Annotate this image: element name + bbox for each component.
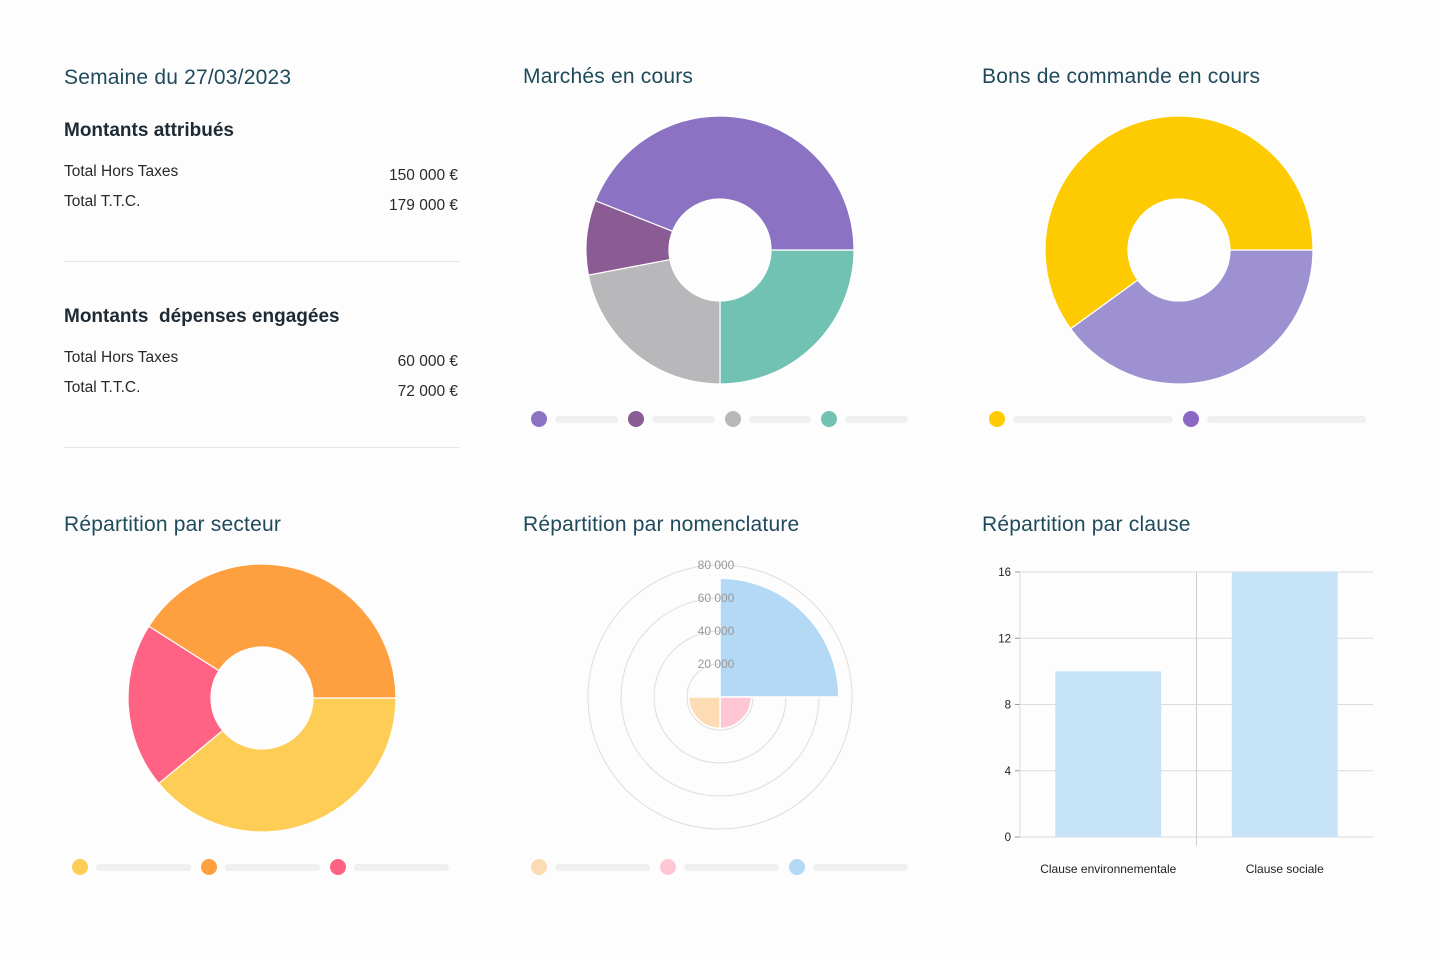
attribues-ht-label: Total Hors Taxes [64, 163, 179, 180]
legend-dot[interactable] [789, 859, 805, 875]
legend-label-placeholder [684, 864, 779, 871]
legend-dot[interactable] [989, 411, 1005, 427]
legend-label-placeholder [225, 864, 320, 871]
clause-chart-title: Répartition par clause [982, 513, 1191, 536]
legend-dot[interactable] [201, 859, 217, 875]
pie-slice [594, 115, 855, 251]
summary-title: Semaine du 27/03/2023 [64, 66, 292, 89]
polar-sector [687, 696, 721, 730]
pie-slice [1044, 115, 1314, 330]
attribues-ht-value: 150 000 € [389, 167, 458, 184]
legend-dot[interactable] [724, 411, 741, 427]
divider [64, 261, 460, 262]
legend-label-placeholder [813, 864, 908, 871]
polar-sector [719, 696, 753, 730]
polar-gridline [587, 564, 853, 830]
legend-label-placeholder [748, 416, 812, 423]
legend-label-placeholder [555, 416, 618, 423]
x-tick-label: Clause environnementale [1040, 862, 1176, 876]
bons-donut-chart [1044, 115, 1314, 385]
bons-chart-title: Bons de commande en cours [982, 65, 1261, 88]
depenses-ttc-label: Total T.T.C. [64, 379, 141, 396]
legend-dot[interactable] [627, 411, 644, 427]
legend-label-placeholder [651, 416, 715, 423]
attribues-ttc-value: 179 000 € [389, 197, 458, 214]
pie-slice [719, 249, 855, 385]
x-tick-label: Clause sociale [1246, 862, 1324, 876]
marches-donut-chart [585, 115, 855, 385]
polar-tick-label: 60 000 [698, 591, 735, 605]
bar [1055, 671, 1162, 837]
legend-label-placeholder [1013, 416, 1173, 423]
y-tick-label: 8 [1005, 700, 1011, 712]
clause-bar-chart: 0 4 8 12 16 Clause environnementale Clause soc… [998, 567, 1373, 876]
polar-tick-label: 20 000 [698, 657, 735, 671]
polar-tick-label: 80 000 [698, 558, 735, 572]
secteur-donut-chart [127, 563, 397, 833]
legend-dot[interactable] [1182, 411, 1199, 427]
y-tick-label: 12 [998, 633, 1011, 645]
legend-label-placeholder [96, 864, 191, 871]
legend-label-placeholder [845, 416, 908, 423]
pie-slice [148, 563, 397, 699]
legend-dot[interactable] [531, 411, 547, 427]
legend-dot[interactable] [660, 859, 676, 875]
secteur-chart-title: Répartition par secteur [64, 513, 282, 536]
legend-label-placeholder [555, 864, 650, 871]
polar-sector [719, 577, 840, 698]
y-tick-label: 0 [1005, 832, 1011, 844]
pie-slice [127, 625, 224, 785]
legend-dot[interactable] [531, 859, 547, 875]
depenses-ht-label: Total Hors Taxes [64, 349, 179, 366]
legend-dot[interactable] [330, 859, 346, 875]
depenses-engagees-title: Montants dépenses engagées [64, 306, 340, 327]
pie-slice [157, 697, 397, 833]
legend-dot[interactable] [72, 859, 88, 875]
y-tick-label: 4 [1005, 766, 1012, 778]
divider [64, 447, 460, 448]
depenses-ht-value: 60 000 € [397, 353, 458, 370]
pie-slice [1069, 249, 1314, 385]
legend-label-placeholder [1206, 416, 1366, 423]
pie-slice [587, 258, 721, 385]
legend-label-placeholder [354, 864, 449, 871]
attribues-ttc-label: Total T.T.C. [64, 193, 141, 210]
montants-attribues-title: Montants attribués [64, 120, 234, 141]
legend-dot[interactable] [821, 411, 838, 427]
y-tick-label: 16 [998, 567, 1011, 579]
marches-chart-title: Marchés en cours [523, 65, 694, 88]
nomenclature-chart-title: Répartition par nomenclature [523, 513, 800, 536]
bar [1231, 572, 1338, 837]
polar-tick-label: 40 000 [698, 624, 735, 638]
depenses-ttc-value: 72 000 € [397, 383, 458, 400]
nomenclature-polar-chart: 20 000 40 000 60 000 80 000 [587, 558, 853, 830]
